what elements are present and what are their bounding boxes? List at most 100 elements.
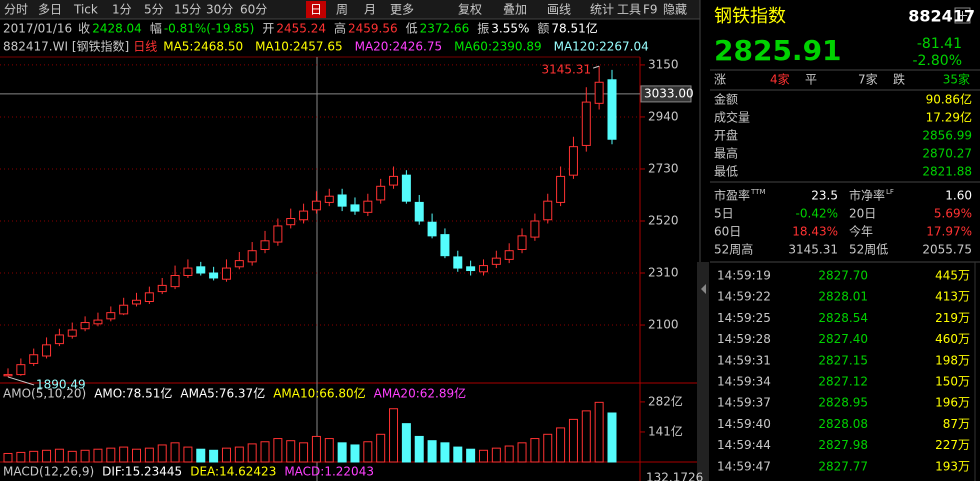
volume-bar	[581, 410, 591, 463]
volume-bar	[414, 435, 424, 463]
macd-label: DEA:14.62423	[190, 465, 276, 479]
stat-value: 17.29亿	[926, 110, 972, 125]
tick-time: 14:59:25	[717, 311, 771, 325]
annotation-high: 3145.31	[542, 63, 592, 77]
info-date: 2017/01/16	[3, 22, 72, 36]
crosshair-label-bg	[640, 85, 692, 103]
volume-bar	[67, 450, 77, 463]
candle-body	[286, 218, 296, 226]
volume-bar	[273, 438, 283, 463]
toolbar-tab[interactable]: 分时	[4, 3, 28, 17]
ratio-label: 今年	[849, 224, 873, 239]
ratio-label: 60日	[714, 225, 741, 239]
candle-body	[543, 200, 553, 221]
macd-label: MACD(12,26,9)	[3, 465, 94, 479]
toolbar-tab[interactable]: 60分	[240, 3, 267, 17]
macd-label: DIF:15.23445	[102, 465, 182, 479]
candle-body	[607, 79, 617, 140]
volume-bar	[132, 448, 142, 463]
tick-price: 2827.77	[818, 459, 868, 473]
toolbar-tab[interactable]: 5分	[144, 3, 164, 17]
info-value: 2372.66	[420, 22, 470, 36]
toolbar-tool[interactable]: 隐藏	[663, 3, 687, 17]
ma-label: MA120:2267.04	[554, 40, 649, 54]
volume-bar	[440, 442, 450, 463]
macd-axis-label: 132.1726	[646, 471, 703, 481]
stat-label: 最低	[714, 165, 738, 179]
toolbar-tab[interactable]: 日	[310, 3, 322, 17]
candle-body	[144, 292, 154, 302]
tick-time: 14:59:34	[717, 375, 771, 389]
volume-bar	[491, 447, 501, 463]
candle-body	[376, 185, 386, 201]
toolbar-tab[interactable]: 1分	[112, 3, 132, 17]
toolbar-tab[interactable]: 月	[364, 3, 376, 17]
tick-volume: 196万	[935, 396, 970, 410]
volume-bar	[478, 449, 488, 463]
volume-bar	[389, 408, 399, 463]
info-label: 幅	[150, 21, 162, 36]
candle-body	[517, 235, 527, 250]
volume-bar	[556, 427, 566, 463]
candle-body	[453, 256, 463, 269]
toolbar-tool[interactable]: 工具	[617, 3, 641, 17]
toolbar-tool[interactable]: 画线	[547, 3, 571, 17]
ratio-label: 市净率	[849, 188, 885, 203]
volume-bar	[106, 447, 116, 463]
ratio-label: 20日	[849, 207, 876, 221]
toolbar-tab[interactable]: Tick	[73, 3, 98, 17]
tick-price: 2827.70	[818, 269, 868, 283]
toolbar-tab[interactable]: 多日	[38, 3, 62, 17]
tick-price: 2828.54	[818, 311, 868, 325]
info-label: 振	[477, 22, 489, 36]
volume-bar	[427, 440, 437, 463]
stat-value: 2870.27	[922, 147, 972, 161]
tick-price: 2827.15	[818, 353, 868, 367]
add-button[interactable]	[954, 7, 971, 24]
y-tick-label: 2730	[648, 161, 679, 175]
tick-price: 2828.95	[818, 396, 868, 410]
quote-change-pct: -2.80%	[912, 53, 962, 69]
amo-label: AMA20:62.89亿	[374, 386, 466, 401]
candle-body	[414, 201, 424, 222]
tick-time: 14:59:19	[717, 269, 771, 283]
toolbar-tab[interactable]: 更多	[390, 3, 414, 17]
volume-bar	[183, 446, 193, 463]
candle-body	[196, 266, 206, 274]
ratio-label: 52周高	[714, 242, 753, 257]
toolbar-tab[interactable]: 周	[336, 3, 348, 17]
tick-time: 14:59:31	[717, 353, 771, 367]
candle-body	[234, 260, 244, 268]
toolbar-tab[interactable]: 15分	[174, 3, 201, 17]
stat-label: 最高	[714, 146, 738, 161]
breadth-item: 平	[805, 73, 817, 87]
tick-volume: 198万	[935, 353, 970, 367]
ma-label: MA5:2468.50	[163, 40, 243, 54]
breadth-item: 涨	[714, 72, 726, 87]
ratio-value: 17.97%	[926, 225, 972, 239]
toolbar-tool[interactable]: F9	[643, 3, 658, 17]
volume-bar	[607, 412, 617, 463]
breadth-item: 4家	[770, 72, 790, 87]
toolbar-tool[interactable]: 复权	[458, 3, 482, 17]
candle-body	[93, 319, 103, 325]
toolbar-tool[interactable]: 叠加	[503, 3, 527, 17]
amo-label: AMO(5,10,20)	[3, 387, 86, 401]
volume-bar	[196, 448, 206, 463]
stat-label: 开盘	[714, 128, 738, 143]
quote-name: 钢铁指数	[714, 6, 786, 27]
volume-bar	[119, 446, 129, 463]
ratio-value: 1.60	[945, 189, 972, 203]
candle-body	[389, 175, 399, 186]
toolbar-tab[interactable]: 30分	[206, 3, 233, 17]
candle-body	[466, 266, 476, 272]
info-label: 高	[334, 21, 346, 36]
candle-body	[273, 225, 283, 243]
collapse-arrow[interactable]	[701, 284, 706, 294]
candle-body	[67, 329, 77, 337]
volume-bar	[234, 446, 244, 463]
stat-value: 2821.88	[922, 165, 972, 179]
toolbar-tool[interactable]: 统计	[590, 3, 614, 17]
